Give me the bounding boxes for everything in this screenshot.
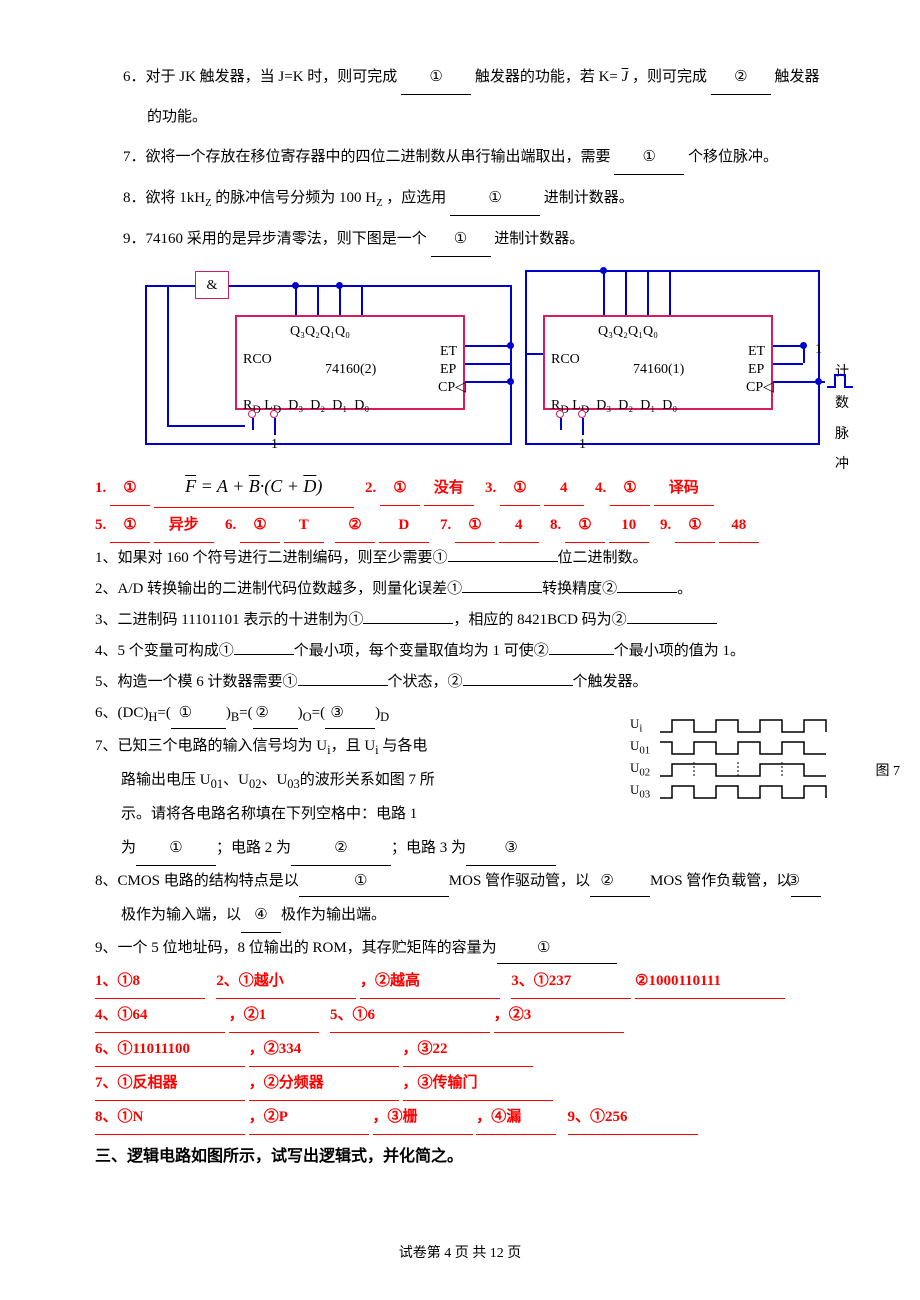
answers1-line1: 1. ① F = A + B·(C + D) 2. ① 没有 3. ① 4 4.… bbox=[95, 467, 840, 508]
ans2-r2: 4、①64 ，②1 5、①6 ，②3 bbox=[95, 999, 840, 1033]
q6-text-b: 触发器的功能，若 K= bbox=[475, 69, 618, 85]
answers1-line2: 5. ① 异步 6. ① T ② D 7. ① 4 8. ① 10 9. ① 4… bbox=[95, 508, 840, 543]
chip1-name: 74160(1) bbox=[633, 355, 684, 386]
chip2-q-labels: Q₃Q₂Q₁Q₀ bbox=[290, 317, 350, 348]
q7-text-b: 个移位脉冲。 bbox=[688, 149, 778, 165]
waveform-figure: Ui U01 U02 U03 图 7 bbox=[630, 715, 880, 810]
q6-blank1: ① bbox=[401, 60, 471, 95]
q9-blank: ① bbox=[431, 222, 491, 257]
q8-blank: ① bbox=[450, 181, 540, 216]
q6-line1: 6．对于 JK 触发器，当 J=K 时，则可完成 ① 触发器的功能，若 K= J… bbox=[95, 60, 840, 95]
q6-text-d: 触发器 bbox=[775, 69, 820, 85]
q6-text-a: 6．对于 JK 触发器，当 J=K 时，则可完成 bbox=[123, 69, 397, 85]
q6-blank2: ② bbox=[711, 60, 771, 95]
q9: 9．74160 采用的是异步清零法，则下图是一个 ① 进制计数器。 bbox=[95, 222, 840, 257]
pulse-icon bbox=[827, 373, 855, 389]
chip1-rco: RCO bbox=[551, 345, 580, 376]
chip1-bottom-labels: RD LD D₃ D₂ D₁ D₀ bbox=[551, 391, 677, 422]
ans2-r4: 7、①反相器 ，②分频器 ，③传输门 bbox=[95, 1067, 840, 1101]
q6-jbar: J bbox=[622, 69, 629, 85]
fig7-label: 图 7 bbox=[876, 757, 901, 788]
chip1-q-labels: Q₃Q₂Q₁Q₀ bbox=[598, 317, 658, 348]
and-gate: & bbox=[195, 271, 229, 299]
q9-text-a: 9．74160 采用的是异步清零法，则下图是一个 bbox=[123, 231, 427, 247]
page-footer: 试卷第 4 页 共 12 页 bbox=[0, 1239, 920, 1270]
et-one: 1 bbox=[815, 335, 822, 366]
q8-text-b: 的脉冲信号分频为 100 H bbox=[215, 190, 376, 206]
q8-text-d: 进制计数器。 bbox=[544, 190, 634, 206]
circuit-diagram: & Q₃Q₂Q₁Q₀ RCO 74160(2) ET EP CP◁ RD LD … bbox=[135, 265, 825, 455]
chip2-name: 74160(2) bbox=[325, 355, 376, 386]
q6-text-e: 的功能。 bbox=[147, 109, 207, 125]
q7: 7．欲将一个存放在移位寄存器中的四位二进制数从串行输出端取出，需要 ① 个移位脉… bbox=[95, 140, 840, 175]
q8-text-a: 8．欲将 1kH bbox=[123, 190, 205, 206]
chip1-cp: CP◁ bbox=[746, 373, 774, 404]
chip2-one: 1 bbox=[271, 430, 278, 461]
chip2-cp: CP◁ bbox=[438, 373, 466, 404]
q7-blank: ① bbox=[614, 140, 684, 175]
q6-line2: 的功能。 bbox=[95, 101, 840, 134]
ans2-r3: 6、①11011100 ，②334 ，③22 bbox=[95, 1033, 840, 1067]
q6-text-c: ，则可完成 bbox=[632, 69, 707, 85]
q8: 8．欲将 1kHZ 的脉冲信号分频为 100 HZ ，应选用 ① 进制计数器。 bbox=[95, 181, 840, 216]
q7-text-a: 7．欲将一个存放在移位寄存器中的四位二进制数从串行输出端取出，需要 bbox=[123, 149, 611, 165]
ans2-r5: 8、①N ，②P ，③栅 ，④漏 9、①256 bbox=[95, 1101, 840, 1135]
ans2-r1: 1、①8 2、①越小 ，②越高 3、①237 ②1000110111 bbox=[95, 965, 840, 999]
section-3-heading: 三、逻辑电路如图所示，试写出逻辑式，并化简之。 bbox=[95, 1139, 840, 1174]
q8-text-c: ，应选用 bbox=[386, 190, 446, 206]
q9-text-b: 进制计数器。 bbox=[494, 231, 584, 247]
chip1-one: 1 bbox=[579, 430, 586, 461]
chip2-bottom-labels: RD LD D₃ D₂ D₁ D₀ bbox=[243, 391, 369, 422]
chip2-rco: RCO bbox=[243, 345, 272, 376]
